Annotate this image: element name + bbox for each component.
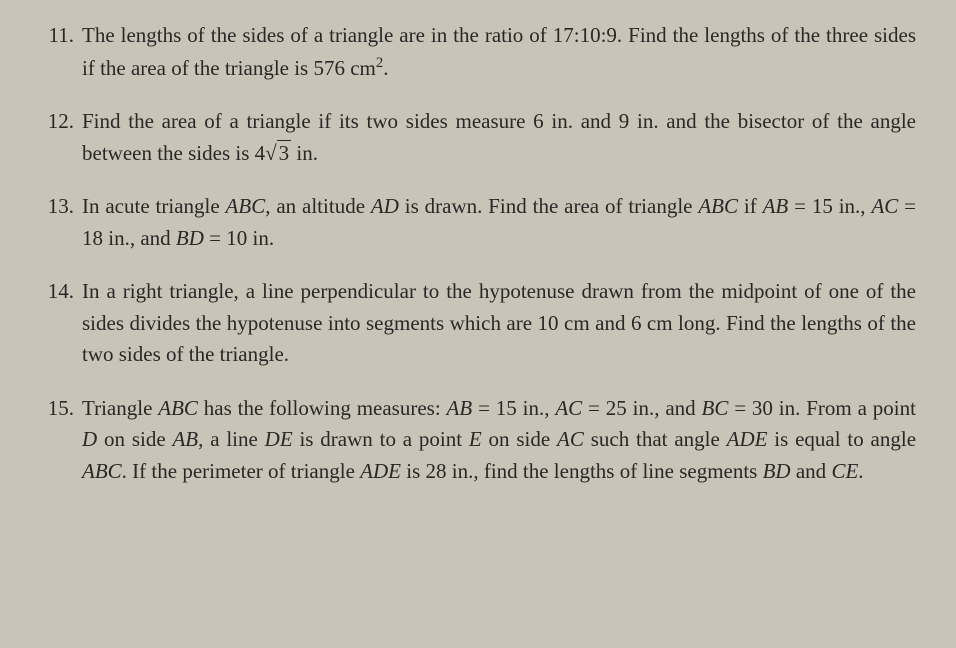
variable: E	[469, 427, 482, 451]
text-part: . If the perimeter of triangle	[122, 459, 360, 483]
variable: AC	[871, 194, 898, 218]
text-part: on side	[97, 427, 172, 451]
text-part: is equal to angle	[767, 427, 916, 451]
text-part: In a right triangle, a line perpendicula…	[82, 279, 916, 366]
problem-number: 14.	[40, 276, 82, 371]
sqrt-symbol: √	[265, 141, 277, 165]
text-part: .	[383, 56, 388, 80]
text-part: = 30 in. From a point	[728, 396, 916, 420]
text-part: is 28 in., find the lengths of line segm…	[401, 459, 763, 483]
text-part: if	[738, 194, 763, 218]
variable: CE	[831, 459, 858, 483]
variable: AB	[172, 427, 198, 451]
text-part: Find the area of a triangle if its two s…	[82, 109, 916, 165]
text-part: = 10 in.	[204, 226, 274, 250]
text-part: is drawn to a point	[293, 427, 469, 451]
variable: DE	[265, 427, 293, 451]
variable: BD	[763, 459, 791, 483]
variable: AB	[447, 396, 473, 420]
variable: ADE	[727, 427, 768, 451]
problem-text: Triangle ABC has the following measures:…	[82, 393, 916, 488]
sqrt-expression: √3	[265, 138, 291, 170]
problem-12: 12. Find the area of a triangle if its t…	[40, 106, 916, 169]
text-part: in.	[291, 141, 318, 165]
problem-text: Find the area of a triangle if its two s…	[82, 106, 916, 169]
problem-15: 15. Triangle ABC has the following measu…	[40, 393, 916, 488]
text-part: The lengths of the sides of a triangle a…	[82, 23, 916, 80]
text-part: , an altitude	[265, 194, 371, 218]
text-part: = 15 in.,	[472, 396, 555, 420]
text-part: is drawn. Find the area of triangle	[399, 194, 698, 218]
problem-text: In acute triangle ABC, an altitude AD is…	[82, 191, 916, 254]
variable: AD	[371, 194, 399, 218]
problem-number: 13.	[40, 191, 82, 254]
text-part: , a line	[198, 427, 265, 451]
text-part: = 15 in.,	[788, 194, 871, 218]
text-part: has the following measures:	[198, 396, 447, 420]
variable: ABC	[226, 194, 266, 218]
variable: D	[82, 427, 97, 451]
variable: AB	[763, 194, 789, 218]
text-part: = 25 in., and	[582, 396, 701, 420]
variable: BC	[702, 396, 729, 420]
text-part: Triangle	[82, 396, 158, 420]
problem-text: In a right triangle, a line perpendicula…	[82, 276, 916, 371]
problem-text: The lengths of the sides of a triangle a…	[82, 20, 916, 84]
problem-number: 11.	[40, 20, 82, 84]
text-part: and	[791, 459, 832, 483]
sqrt-content: 3	[277, 140, 292, 165]
text-part: on side	[482, 427, 557, 451]
variable: ABC	[82, 459, 122, 483]
variable: BD	[176, 226, 204, 250]
variable: ABC	[158, 396, 198, 420]
text-part: In acute triangle	[82, 194, 226, 218]
text-part: such that angle	[584, 427, 727, 451]
variable: ABC	[698, 194, 738, 218]
problem-number: 15.	[40, 393, 82, 488]
variable: ADE	[360, 459, 401, 483]
problem-11: 11. The lengths of the sides of a triang…	[40, 20, 916, 84]
problem-13: 13. In acute triangle ABC, an altitude A…	[40, 191, 916, 254]
variable: AC	[557, 427, 584, 451]
problem-number: 12.	[40, 106, 82, 169]
text-part: .	[858, 459, 863, 483]
problem-14: 14. In a right triangle, a line perpendi…	[40, 276, 916, 371]
variable: AC	[555, 396, 582, 420]
